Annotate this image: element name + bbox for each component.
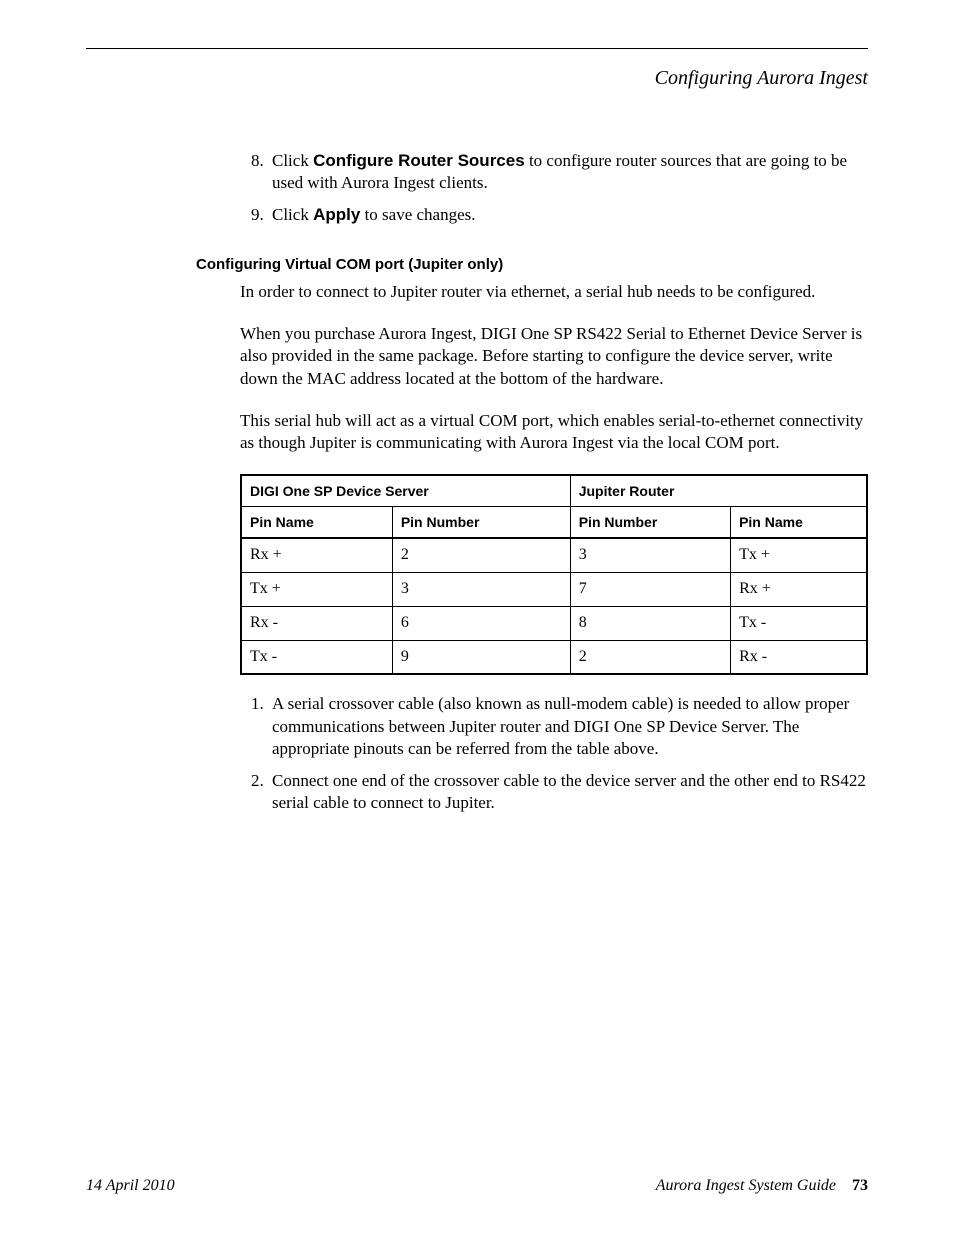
step-text: Click xyxy=(272,151,313,170)
footer-right: Aurora Ingest System Guide 73 xyxy=(656,1177,868,1195)
paragraph: This serial hub will act as a virtual CO… xyxy=(240,410,868,454)
step-bold-term: Configure Router Sources xyxy=(313,151,525,170)
table-cell: Rx - xyxy=(241,606,392,640)
step-text: to save changes. xyxy=(360,205,475,224)
table-row: Rx +23Tx + xyxy=(241,538,867,572)
table-cell: 2 xyxy=(392,538,570,572)
top-rule xyxy=(86,48,868,49)
section-body: In order to connect to Jupiter router vi… xyxy=(240,281,868,814)
table-cell: 3 xyxy=(392,573,570,607)
table-cell: 7 xyxy=(570,573,730,607)
page: Configuring Aurora Ingest Click Configur… xyxy=(0,0,954,1235)
table-cell: Rx + xyxy=(731,573,867,607)
table-cell: Tx - xyxy=(731,606,867,640)
step-text: Click xyxy=(272,205,313,224)
table-cell: 9 xyxy=(392,640,570,674)
table-cell: 3 xyxy=(570,538,730,572)
table-cell: 8 xyxy=(570,606,730,640)
step-bold-term: Apply xyxy=(313,205,360,224)
table-sub-header: Pin Number xyxy=(392,507,570,539)
table-sub-header: Pin Name xyxy=(241,507,392,539)
table-group-header: Jupiter Router xyxy=(570,475,867,507)
footer-page-number: 73 xyxy=(852,1177,868,1194)
table-sub-row: Pin Name Pin Number Pin Number Pin Name xyxy=(241,507,867,539)
table-sub-header: Pin Number xyxy=(570,507,730,539)
section-heading: Configuring Virtual COM port (Jupiter on… xyxy=(196,256,868,273)
footer-date: 14 April 2010 xyxy=(86,1177,175,1195)
table-cell: 6 xyxy=(392,606,570,640)
main-content: Click Configure Router Sources to config… xyxy=(240,150,868,226)
list-item: Click Configure Router Sources to config… xyxy=(268,150,868,194)
numbered-substeps: A serial crossover cable (also known as … xyxy=(240,693,868,813)
paragraph: In order to connect to Jupiter router vi… xyxy=(240,281,868,303)
table-row: Rx -68Tx - xyxy=(241,606,867,640)
table-cell: 2 xyxy=(570,640,730,674)
table-row: Tx +37Rx + xyxy=(241,573,867,607)
list-item: Connect one end of the crossover cable t… xyxy=(268,770,868,814)
paragraph: When you purchase Aurora Ingest, DIGI On… xyxy=(240,323,868,389)
footer-doc-title: Aurora Ingest System Guide xyxy=(656,1177,836,1194)
page-footer: 14 April 2010 Aurora Ingest System Guide… xyxy=(86,1177,868,1195)
numbered-steps: Click Configure Router Sources to config… xyxy=(240,150,868,226)
table-group-header: DIGI One SP Device Server xyxy=(241,475,570,507)
running-head: Configuring Aurora Ingest xyxy=(86,67,868,90)
table-cell: Tx + xyxy=(731,538,867,572)
table-sub-header: Pin Name xyxy=(731,507,867,539)
table-cell: Rx - xyxy=(731,640,867,674)
table-cell: Rx + xyxy=(241,538,392,572)
list-item: Click Apply to save changes. xyxy=(268,204,868,226)
table-cell: Tx - xyxy=(241,640,392,674)
table-group-row: DIGI One SP Device Server Jupiter Router xyxy=(241,475,867,507)
table-cell: Tx + xyxy=(241,573,392,607)
table-row: Tx -92Rx - xyxy=(241,640,867,674)
list-item: A serial crossover cable (also known as … xyxy=(268,693,868,759)
pinout-table: DIGI One SP Device Server Jupiter Router… xyxy=(240,474,868,676)
